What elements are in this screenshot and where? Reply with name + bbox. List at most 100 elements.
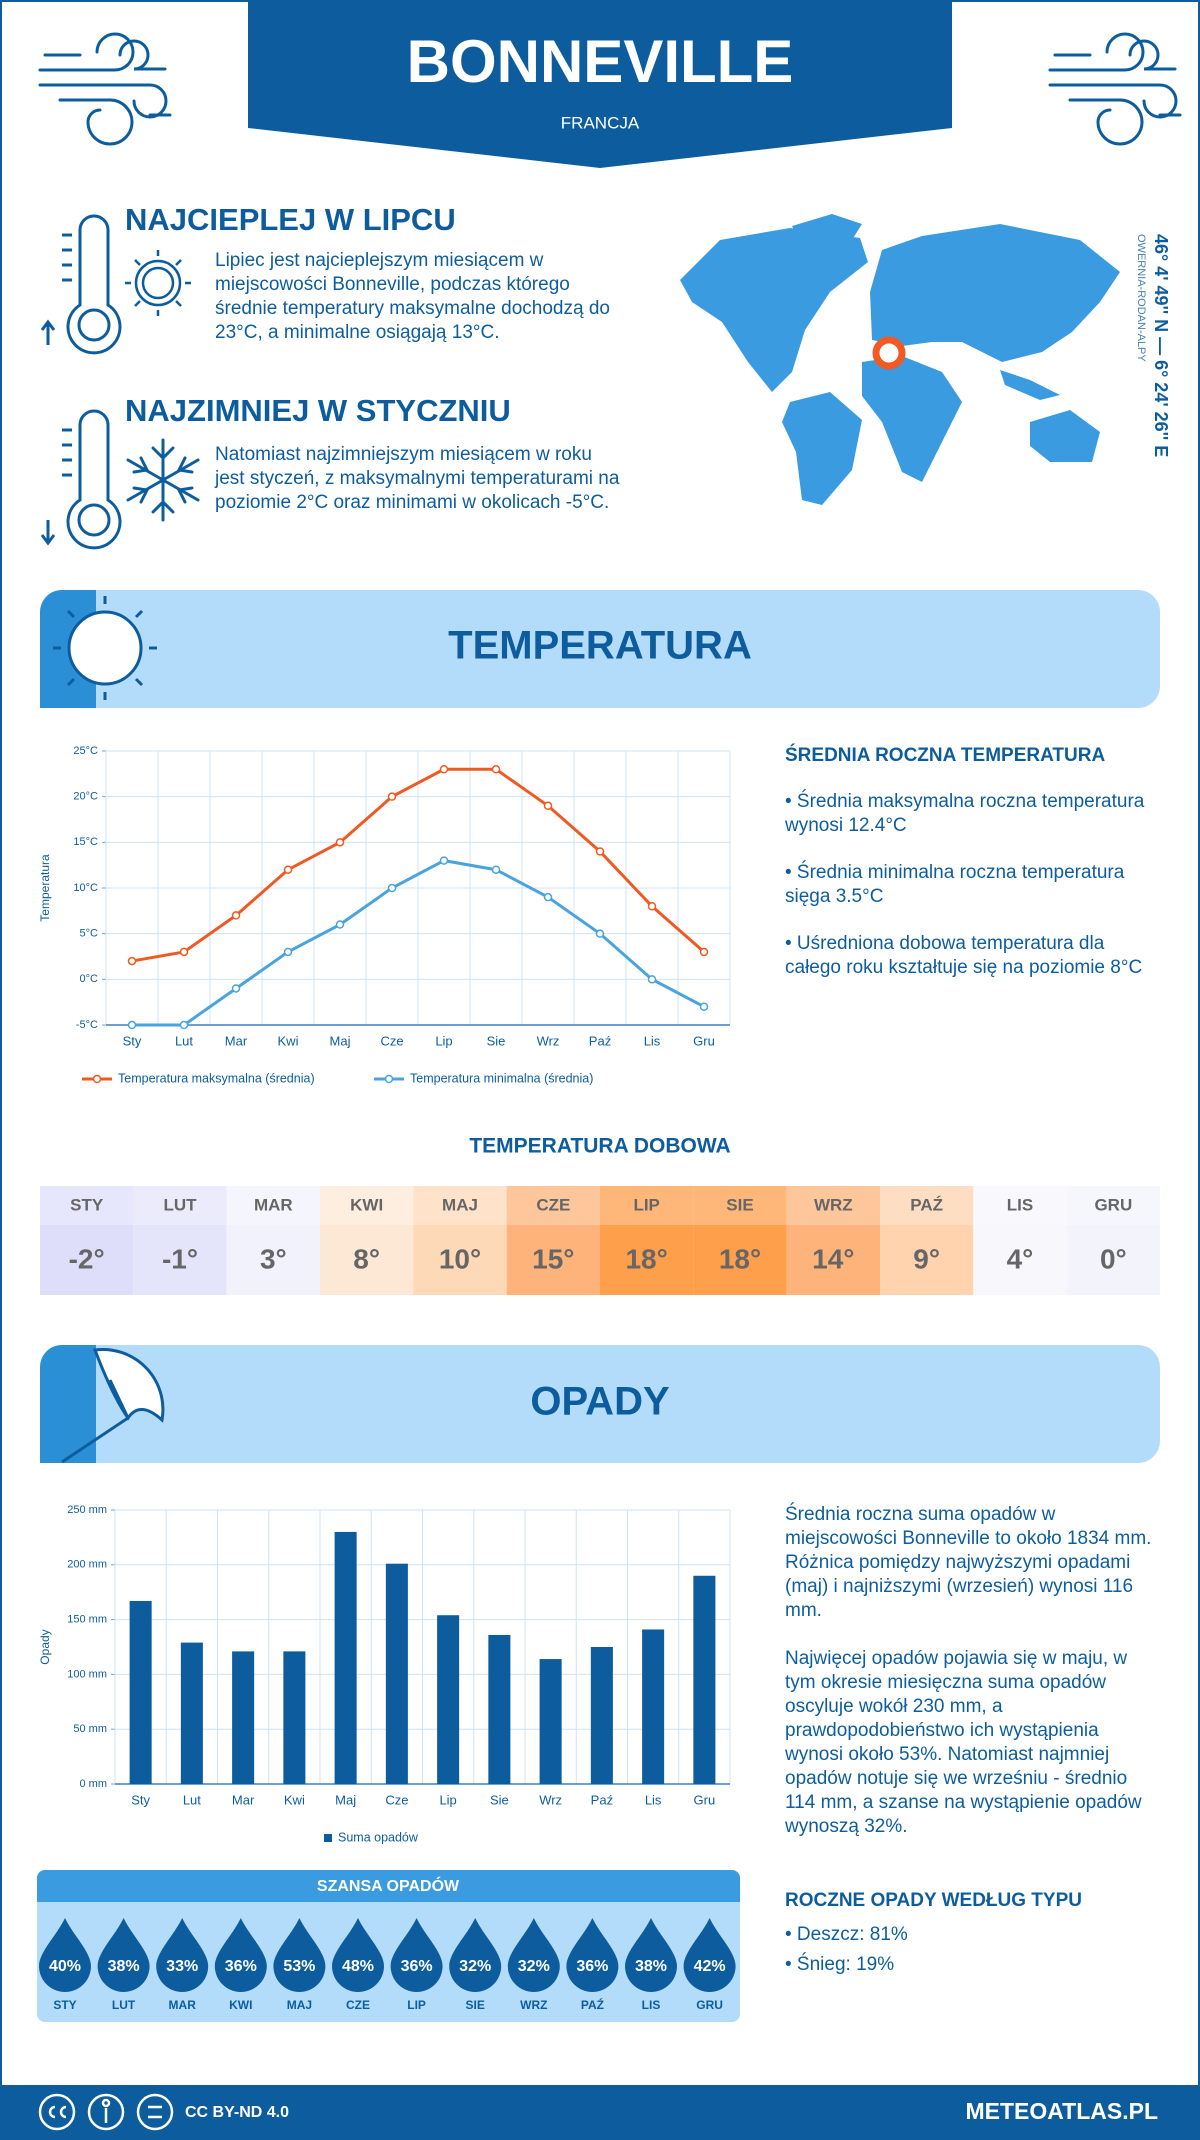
- x-tick-label: Gru: [694, 1792, 716, 1807]
- type-bullet: • Deszcz: 81%: [785, 1924, 908, 1945]
- table-value-cell: [40, 1225, 134, 1295]
- point: [439, 856, 449, 865]
- point: [283, 947, 293, 957]
- bar: [693, 1575, 716, 1784]
- bar: [488, 1634, 511, 1784]
- point: [179, 947, 189, 957]
- table-month: MAJ: [442, 1195, 478, 1214]
- rain-drop: [507, 1918, 560, 1992]
- x-tick-label: Maj: [330, 1033, 351, 1048]
- chance-value: 32%: [459, 1958, 491, 1975]
- chance-value: 42%: [694, 1958, 726, 1975]
- point: [335, 920, 345, 929]
- legend-label: Temperatura maksymalna (średnia): [118, 1071, 315, 1085]
- x-tick-label: Mar: [225, 1033, 248, 1048]
- coldest-text: Natomiast najzimniejszym miesiącem w rok…: [215, 444, 620, 513]
- chance-month: LUT: [112, 1998, 136, 2012]
- point: [647, 975, 657, 984]
- chance-month: MAJ: [287, 1998, 312, 2012]
- y-tick-label: 0°C: [80, 973, 99, 985]
- chance-header: [37, 1870, 740, 1902]
- bar: [232, 1651, 255, 1784]
- y-tick-label: 10°C: [73, 882, 98, 894]
- chance-month: CZE: [346, 1998, 370, 2012]
- x-tick-label: Lis: [645, 1792, 662, 1807]
- point: [127, 956, 137, 966]
- chance-value: 32%: [518, 1958, 550, 1975]
- chance-panel: [37, 1870, 740, 2022]
- precip-paragraph: Średnia roczna suma opadów w miejscowośc…: [785, 1504, 1152, 1621]
- chance-value: 38%: [635, 1958, 667, 1975]
- table-value: 10°: [439, 1243, 481, 1274]
- y-tick-label: 200 mm: [67, 1559, 107, 1571]
- y-tick-label: -5°C: [76, 1019, 98, 1031]
- point: [491, 865, 501, 874]
- chance-month: LIS: [642, 1998, 661, 2012]
- table-value-cell: [133, 1225, 227, 1295]
- y-axis-title: Temperatura: [38, 854, 52, 922]
- table-header-cell: [1066, 1186, 1160, 1225]
- x-tick-label: Maj: [335, 1792, 356, 1807]
- summary-heading: ŚREDNIA ROCZNA TEMPERATURA: [785, 745, 1106, 766]
- bar: [283, 1651, 306, 1784]
- table-header-cell: [693, 1186, 787, 1225]
- bar: [385, 1563, 408, 1784]
- summary-bullet: • Średnia minimalna roczna temperatura s…: [785, 862, 1125, 907]
- table-header-cell: [133, 1186, 227, 1225]
- point: [699, 947, 709, 957]
- rain-drop: [683, 1918, 736, 1992]
- legend-marker: [92, 1074, 102, 1084]
- table-header-cell: [880, 1186, 974, 1225]
- section-title: TEMPERATURA: [448, 624, 752, 668]
- chance-value: 33%: [166, 1958, 198, 1975]
- table-value: 18°: [625, 1243, 667, 1274]
- rain-drop: [214, 1918, 267, 1992]
- thermometer-icon: [40, 214, 122, 355]
- umbrella-icon: [61, 1347, 165, 1464]
- bar: [437, 1615, 460, 1784]
- table-month: CZE: [536, 1195, 570, 1214]
- bar: [334, 1531, 357, 1784]
- point: [231, 911, 241, 920]
- table-value-cell: [880, 1225, 974, 1295]
- banner-accent: [40, 1345, 96, 1463]
- table-month: STY: [70, 1195, 104, 1214]
- point: [283, 865, 293, 874]
- x-tick-label: Gru: [693, 1033, 715, 1048]
- point: [387, 883, 397, 893]
- point: [595, 847, 605, 856]
- chance-value: 36%: [225, 1958, 257, 1975]
- point: [699, 1002, 709, 1011]
- table-value: 14°: [812, 1243, 854, 1274]
- site-name[interactable]: METEOATLAS.PL: [965, 2098, 1158, 2124]
- x-tick-label: Sie: [487, 1033, 506, 1048]
- wind-icon: [38, 32, 172, 146]
- table-value-cell: [320, 1225, 414, 1295]
- section-banner: [40, 590, 1160, 708]
- section-title: OPADY: [530, 1380, 670, 1424]
- table-value: 3°: [260, 1243, 287, 1274]
- bar: [539, 1659, 562, 1784]
- y-tick-label: 150 mm: [67, 1614, 107, 1626]
- section-banner: [40, 1345, 1160, 1463]
- thermometer-icon: [40, 409, 122, 550]
- bar: [590, 1647, 613, 1784]
- y-tick-label: 50 mm: [73, 1723, 107, 1735]
- table-month: MAR: [254, 1195, 293, 1214]
- y-tick-label: 5°C: [80, 928, 99, 940]
- table-month: LIP: [633, 1195, 659, 1214]
- y-tick-label: 100 mm: [67, 1668, 107, 1680]
- license-icons: [38, 2093, 174, 2131]
- warmest-text: Lipiec jest najcieplejszym miesiącem w m…: [215, 250, 610, 343]
- location-marker: [872, 336, 906, 370]
- x-tick-label: Sty: [131, 1792, 150, 1807]
- footer-band: [0, 2085, 1200, 2140]
- table-value: -2°: [69, 1243, 105, 1274]
- x-tick-label: Mar: [232, 1792, 255, 1807]
- x-tick-label: Wrz: [539, 1792, 562, 1807]
- header-band: [248, 0, 952, 168]
- point: [387, 792, 397, 801]
- table-value-cell: [786, 1225, 880, 1295]
- x-tick-label: Kwi: [278, 1033, 299, 1048]
- type-heading: ROCZNE OPADY WEDŁUG TYPU: [785, 1890, 1082, 1911]
